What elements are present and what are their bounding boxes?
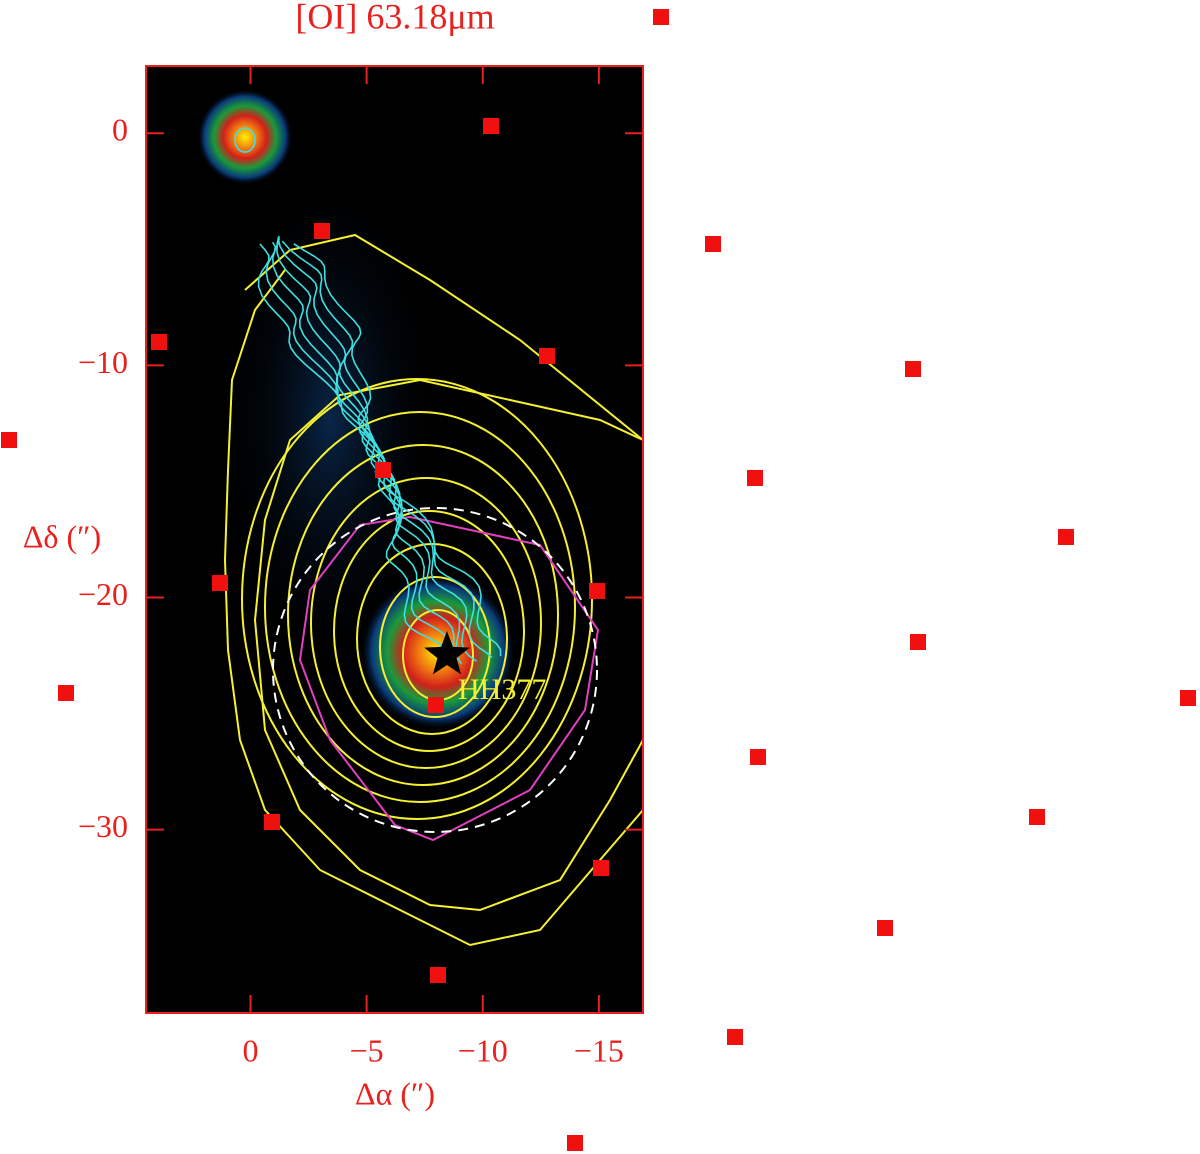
emission-blob [197,89,293,185]
cyan-contours [234,127,502,665]
x-tick-label: −5 [350,1032,384,1068]
contour [333,510,525,752]
spaxel-marker [653,9,669,25]
spaxel-marker [705,236,721,252]
spaxel-marker [430,967,446,983]
spaxel-marker [593,860,609,876]
spaxel-marker [750,749,766,765]
spaxel-marker [1,432,17,448]
spaxel-marker [1029,809,1045,825]
spaxel-marker [727,1029,743,1045]
contour [287,444,559,786]
spaxel-marker [910,634,926,650]
spaxel-marker [747,470,763,486]
spaxel-marker [483,118,499,134]
x-tick-label: −15 [574,1032,624,1068]
contour [281,240,493,658]
x-tick-label: 0 [243,1032,259,1068]
yellow-contours [223,233,643,947]
spaxel-marker [375,462,391,478]
contour [277,237,478,662]
plot-frame [145,65,644,1014]
magenta-contour [298,515,600,842]
spaxel-marker [212,575,228,591]
spaxel-marker [264,814,280,830]
spaxel-markers [1,9,1196,1151]
spaxel-marker [1180,690,1196,706]
spaxel-marker [428,697,444,713]
spaxel-marker [905,361,921,377]
contour [234,127,256,153]
spaxel-marker [877,920,893,936]
beam-circle [272,507,598,833]
contour [310,477,542,769]
y-tick-label: 0 [112,112,128,148]
contour [276,235,462,665]
contour [223,269,643,947]
spaxel-marker [58,685,74,701]
y-axis-label: Δδ (″) [23,518,101,554]
spaxel-marker [1058,529,1074,545]
y-tick-label: −10 [78,344,128,380]
x-tick-label: −10 [458,1032,508,1068]
y-tick-label: −30 [78,808,128,844]
source-star [424,631,470,675]
image-layer [197,89,643,947]
chart-title: [OI] 63.18μm [295,0,494,36]
x-axis-label: Δα (″) [355,1075,435,1111]
contour [253,378,643,912]
haze [220,170,440,670]
spaxel-marker [589,583,605,599]
spaxel-marker [151,334,167,350]
spaxel-marker [567,1135,583,1151]
spaxel-marker [314,223,330,239]
contour [264,411,576,803]
spaxel-marker [539,348,555,364]
contour [293,243,502,657]
annotation: HH377 [458,673,546,706]
y-tick-label: −20 [78,576,128,612]
contour [379,576,491,718]
